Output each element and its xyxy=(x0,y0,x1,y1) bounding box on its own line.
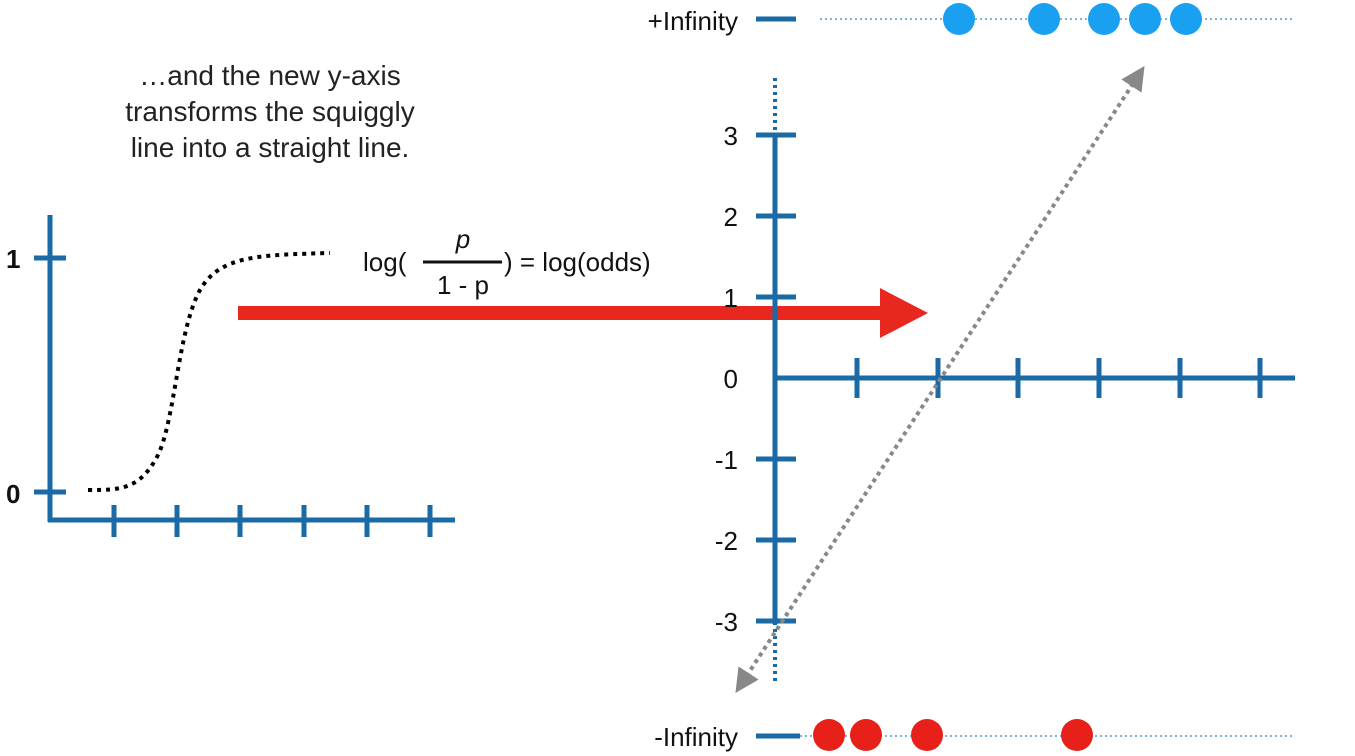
red-data-point xyxy=(813,719,845,751)
left-graph: 1 0 xyxy=(6,215,455,537)
caption-line: transforms the squiggly xyxy=(125,96,415,127)
arrow-shaft xyxy=(238,306,888,320)
pos-infinity-label: +Infinity xyxy=(648,6,738,36)
log-odds-formula: log( p 1 - p ) = log(odds) xyxy=(363,224,651,300)
formula-suffix: ) = log(odds) xyxy=(504,247,651,277)
blue-data-point xyxy=(1088,3,1120,35)
right-y-label: 3 xyxy=(724,121,738,151)
blue-data-point xyxy=(1129,3,1161,35)
right-graph: 3 2 1 0 -1 -2 -3 xyxy=(715,65,1295,694)
straight-line-dashed xyxy=(735,65,1145,694)
right-y-label: -2 xyxy=(715,526,738,556)
transform-arrow xyxy=(238,288,928,338)
right-y-label: 0 xyxy=(724,364,738,394)
blue-data-point xyxy=(943,3,975,35)
caption-line: line into a straight line. xyxy=(130,132,410,163)
negative-infinity-row: -Infinity xyxy=(654,719,1295,752)
blue-data-point xyxy=(1028,3,1060,35)
blue-data-point xyxy=(1170,3,1202,35)
right-y-label: 2 xyxy=(724,202,738,232)
caption-text: …and the new y-axis transforms the squig… xyxy=(60,58,480,166)
red-data-point xyxy=(850,719,882,751)
squiggly-curve xyxy=(87,251,331,492)
caption-line: …and the new y-axis xyxy=(139,60,401,91)
red-data-point xyxy=(911,719,943,751)
right-y-label: -1 xyxy=(715,445,738,475)
arrow-head xyxy=(880,288,928,338)
left-y-label-0: 0 xyxy=(6,479,20,509)
formula-denominator: 1 - p xyxy=(437,270,489,300)
positive-infinity-row: +Infinity xyxy=(648,3,1295,36)
neg-infinity-label: -Infinity xyxy=(654,722,738,752)
red-data-point xyxy=(1061,719,1093,751)
right-y-label: 1 xyxy=(724,283,738,313)
right-y-label: -3 xyxy=(715,607,738,637)
formula-prefix: log( xyxy=(363,247,407,277)
left-x-ticks xyxy=(111,505,433,537)
formula-numerator: p xyxy=(455,224,470,254)
left-y-label-1: 1 xyxy=(6,244,20,274)
